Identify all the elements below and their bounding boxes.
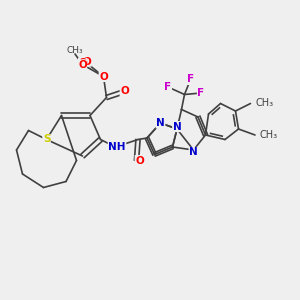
Text: CH₃: CH₃	[260, 130, 278, 140]
Text: F: F	[187, 74, 194, 85]
Text: O: O	[78, 59, 87, 70]
Text: F: F	[197, 88, 205, 98]
Text: S: S	[43, 134, 50, 145]
Text: O: O	[78, 58, 87, 68]
Text: N: N	[172, 122, 182, 132]
Text: O: O	[120, 86, 129, 97]
Text: CH₃: CH₃	[255, 98, 273, 109]
Text: O: O	[135, 155, 144, 166]
Text: F: F	[164, 82, 172, 92]
Text: O: O	[82, 56, 91, 67]
Text: N: N	[156, 118, 165, 128]
Text: N: N	[189, 147, 198, 158]
Text: O: O	[99, 71, 108, 82]
Text: NH: NH	[108, 142, 126, 152]
Text: CH₃: CH₃	[67, 46, 83, 56]
